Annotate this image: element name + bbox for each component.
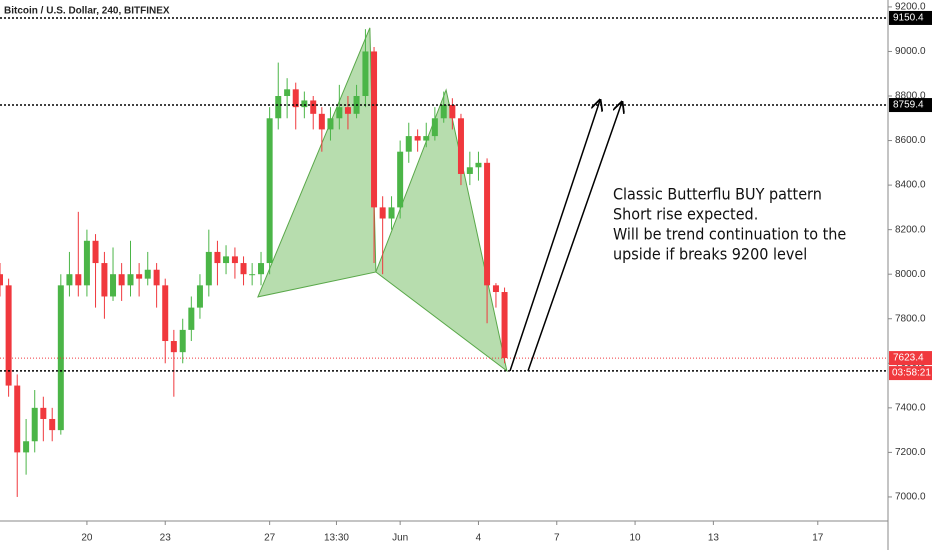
candle-body	[110, 274, 117, 297]
candle-body	[388, 207, 395, 219]
x-tick-label: 4	[476, 533, 482, 544]
candle-body	[492, 285, 499, 293]
candle-body	[457, 118, 464, 174]
y-tick-label: 8000.0	[895, 269, 926, 280]
y-tick-label: 7200.0	[895, 447, 926, 458]
candle-body	[501, 292, 508, 359]
candle-body	[379, 207, 386, 219]
candle-body	[205, 251, 212, 286]
y-tick-label: 7800.0	[895, 313, 926, 324]
x-tick-label: 27	[264, 533, 276, 544]
candle-body	[397, 151, 404, 208]
candle-body	[0, 274, 3, 286]
level-label: 8759.4	[893, 100, 924, 111]
candle-body	[336, 107, 343, 119]
candle-body	[466, 167, 473, 174]
y-tick-label: 8600.0	[895, 135, 926, 146]
candle-body	[14, 385, 21, 453]
last-price-label: 7623.4	[893, 353, 924, 364]
candle-body	[327, 118, 334, 130]
y-tick-label: 7400.0	[895, 402, 926, 413]
candle-body	[231, 256, 238, 264]
x-tick-label: 20	[81, 533, 93, 544]
candle-body	[440, 104, 447, 119]
countdown-label: 03:58:21	[892, 368, 931, 379]
candle-body	[258, 263, 265, 275]
candle-body	[75, 274, 82, 286]
arrow	[509, 100, 600, 372]
x-tick-label: 13:30	[324, 533, 349, 544]
level-box	[889, 98, 932, 113]
candle-body	[405, 136, 412, 152]
pattern-triangle	[375, 88, 508, 373]
x-tick-label: 10	[630, 533, 642, 544]
annotation-line: Short rise expected.	[613, 205, 758, 224]
candle-body	[101, 263, 108, 297]
level-label: 9150.4	[893, 13, 924, 24]
candle-body	[5, 285, 12, 386]
annotation-line: Classic Butterflu BUY pattern	[613, 185, 822, 204]
candle-body	[249, 274, 256, 276]
candle-body	[31, 407, 38, 442]
candle-body	[310, 100, 317, 114]
candle-body	[275, 96, 282, 119]
candle-body	[162, 285, 169, 342]
candle-body	[414, 136, 421, 141]
y-tick-label: 8200.0	[895, 224, 926, 235]
y-tick-label: 7000.0	[895, 492, 926, 503]
candle-body	[475, 162, 482, 168]
annotation-line: upside if breaks 9200 level	[613, 245, 807, 264]
candle-body	[214, 251, 221, 264]
candle-body	[40, 407, 47, 419]
candle-body	[362, 51, 369, 97]
arrow	[527, 102, 622, 372]
x-tick-label: 7	[554, 533, 560, 544]
y-tick-label: 9000.0	[895, 46, 926, 57]
chart-title: Bitcoin / U.S. Dollar, 240, BITFINEX	[4, 6, 170, 17]
candle-body	[136, 274, 143, 279]
candle-body	[49, 418, 56, 431]
y-tick-label: 8800.0	[895, 91, 926, 102]
candle-body	[23, 441, 30, 453]
candle-body	[484, 162, 491, 286]
candle-body	[153, 269, 160, 286]
candle-body	[284, 89, 291, 97]
candle-body	[292, 89, 299, 108]
candle-body	[188, 307, 195, 330]
y-tick-label: 8400.0	[895, 180, 926, 191]
candle-body	[127, 274, 134, 286]
candle-body	[196, 285, 203, 308]
y-tick-label: 9200.0	[895, 2, 926, 13]
candle-body	[92, 240, 99, 264]
candle-body	[318, 113, 325, 130]
countdown-box	[889, 366, 932, 381]
last-price-box	[889, 351, 932, 366]
candle-body	[423, 136, 430, 141]
candle-body	[240, 263, 247, 275]
x-tick-label: 13	[708, 533, 720, 544]
x-tick-label: 23	[160, 533, 172, 544]
candle-body	[449, 104, 456, 119]
annotation-line: Will be trend continuation to the	[613, 225, 846, 244]
candle-body	[170, 341, 177, 353]
candle-body	[179, 329, 186, 353]
x-tick-label: Jun	[392, 533, 408, 544]
candle-body	[266, 118, 273, 264]
candle-body	[118, 274, 125, 286]
candle-body	[144, 269, 151, 279]
candle-body	[344, 107, 351, 114]
candle-body	[223, 256, 230, 264]
candle-body	[301, 100, 308, 108]
candle-body	[66, 274, 73, 286]
level-box	[889, 10, 932, 25]
candle-body	[83, 240, 90, 286]
candle-body	[371, 51, 378, 208]
candle-body	[431, 118, 438, 137]
x-tick-label: 17	[812, 533, 824, 544]
